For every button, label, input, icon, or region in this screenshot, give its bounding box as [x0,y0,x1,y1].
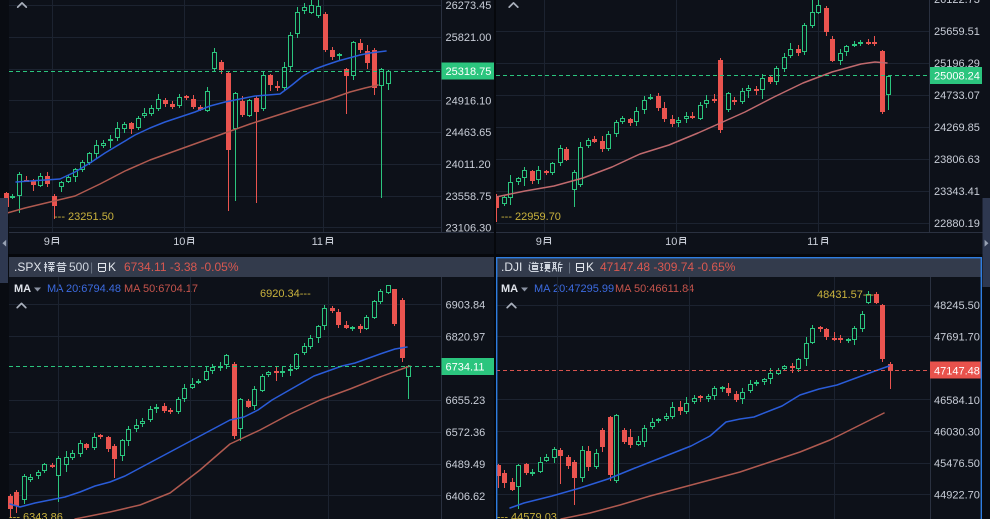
svg-text:25659.51: 25659.51 [934,26,980,38]
svg-text:23106.30: 23106.30 [446,223,492,235]
svg-text:24916.10: 24916.10 [446,96,492,108]
svg-text:.SPX: .SPX [14,260,41,274]
svg-text:10: 10 [173,236,185,248]
svg-text:MA 20:6794.48: MA 20:6794.48 [47,283,121,295]
svg-text:48245.50: 48245.50 [934,300,980,312]
svg-text:|: | [568,260,571,274]
svg-text:11: 11 [312,236,323,248]
svg-text:10: 10 [665,236,677,248]
svg-text:MA: MA [14,283,31,295]
svg-text:24269.85: 24269.85 [934,122,980,134]
svg-text:26122.73: 26122.73 [934,0,980,6]
svg-text:24733.07: 24733.07 [934,90,980,102]
svg-text:25821.00: 25821.00 [446,32,492,44]
svg-text:--- 23251.50: --- 23251.50 [54,211,114,223]
svg-text:MA 20:47295.99: MA 20:47295.99 [534,283,614,295]
svg-text:25318.75: 25318.75 [446,66,492,78]
svg-text:24463.65: 24463.65 [446,127,492,139]
svg-text:25008.24: 25008.24 [934,71,980,83]
svg-text:11: 11 [807,236,818,248]
svg-text:24011.20: 24011.20 [446,159,491,171]
svg-text:26273.45: 26273.45 [446,0,492,12]
svg-text:.DJI: .DJI [501,260,522,274]
svg-text:MA 50:6704.17: MA 50:6704.17 [124,283,198,295]
svg-text:6655.23: 6655.23 [446,395,486,407]
svg-text:6734.11 -3.38 -0.05%: 6734.11 -3.38 -0.05% [124,260,239,274]
svg-text:47147.48 -309.74 -0.65%: 47147.48 -309.74 -0.65% [600,260,736,274]
svg-text:6820.97: 6820.97 [446,331,486,343]
svg-text:47691.70: 47691.70 [934,332,980,344]
svg-text:48431.57---: 48431.57--- [817,289,874,301]
svg-text:45476.50: 45476.50 [934,458,980,470]
svg-text:--- 6343.86: --- 6343.86 [9,512,63,519]
svg-text:46584.10: 46584.10 [934,395,980,407]
svg-text:23343.41: 23343.41 [934,186,980,198]
svg-text:MA: MA [501,283,518,295]
svg-text:46030.30: 46030.30 [934,426,980,438]
svg-text:500: 500 [69,260,89,274]
svg-text:6903.84: 6903.84 [446,300,486,312]
svg-text:9: 9 [44,236,50,248]
svg-text:6406.62: 6406.62 [446,491,486,503]
svg-text:--- 22959.70: --- 22959.70 [501,211,561,223]
svg-text:K: K [108,260,116,274]
svg-text:6920.34---: 6920.34--- [260,288,311,300]
svg-text:22880.19: 22880.19 [934,218,980,230]
svg-text:44922.70: 44922.70 [934,490,980,502]
svg-text:47147.48: 47147.48 [934,366,980,378]
svg-text:MA 50:46611.84: MA 50:46611.84 [615,283,694,295]
svg-text:K: K [586,260,594,274]
svg-text:6572.36: 6572.36 [446,427,486,439]
svg-text:23806.63: 23806.63 [934,154,980,166]
svg-text:9: 9 [536,236,542,248]
svg-text:6734.11: 6734.11 [446,362,485,374]
svg-text:6489.49: 6489.49 [446,459,486,471]
svg-text:--- 44579.03: --- 44579.03 [497,512,557,519]
svg-text:23558.75: 23558.75 [446,191,492,203]
svg-text:|: | [90,260,93,274]
